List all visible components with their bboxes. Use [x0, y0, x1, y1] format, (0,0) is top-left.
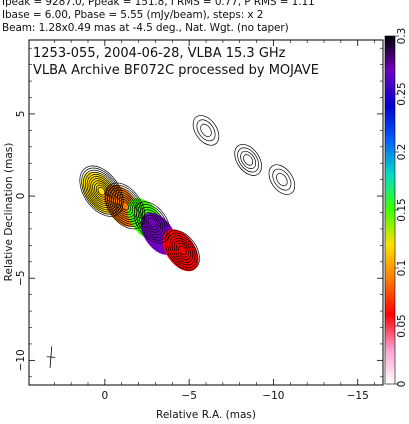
- beam-minor-axis: [46, 356, 56, 358]
- y-tick-label: 0: [15, 193, 27, 200]
- contour-line: [119, 199, 132, 213]
- contour-line: [113, 192, 138, 220]
- contour-line: [192, 115, 220, 146]
- contour-line: [117, 196, 134, 216]
- contour-line: [240, 150, 257, 169]
- colorbar: [384, 35, 396, 385]
- contour-line: [171, 237, 194, 263]
- contour-line: [108, 187, 142, 225]
- header-line-1: Ipeak = 9287.0, Ppeak = 151.8, I RMS = 0…: [2, 0, 315, 8]
- colorbar-tick-label: 0.15: [396, 198, 408, 221]
- colorbar-ticks: 0 0.05 0.1 0.15 0.2 0.25 0.3: [395, 28, 408, 388]
- contour-line: [243, 154, 254, 166]
- contour-line: [272, 168, 292, 191]
- chart-title-line-1: 1253-055, 2004-06-28, VLBA 15.3 GHz: [33, 46, 286, 61]
- contour-line: [276, 173, 288, 187]
- contour-line: [81, 167, 122, 215]
- contour-line: [164, 230, 200, 271]
- contour-line: [169, 235, 196, 266]
- contour-line: [268, 164, 296, 195]
- axes: 0 −5 −10 −15 5 0 −5 −10: [15, 40, 383, 402]
- colorbar-tick-label: 0: [396, 381, 408, 388]
- header-line-3: Beam: 1.28x0.49 mas at -4.5 deg., Nat. W…: [2, 22, 289, 34]
- contour-line: [138, 206, 166, 238]
- y-axis-label: Relative Declination (mas): [3, 143, 15, 282]
- x-tick-label: −15: [347, 390, 369, 402]
- contour-line: [97, 186, 106, 196]
- y-tick-label: −10: [15, 349, 27, 371]
- colorbar-tick-label: 0.25: [396, 82, 408, 105]
- colorbar-tick-label: 0.2: [396, 144, 408, 161]
- contour-line: [200, 123, 212, 137]
- contour-line: [234, 144, 262, 176]
- x-tick-label: −5: [181, 390, 196, 402]
- contour-line: [237, 147, 259, 173]
- beam-ellipse: [46, 346, 56, 368]
- contour-line: [94, 182, 109, 200]
- contour-line: [140, 209, 164, 236]
- x-tick-label: 0: [102, 390, 109, 402]
- colorbar-tick-label: 0.1: [396, 260, 408, 277]
- contour-line: [178, 245, 187, 256]
- contour-line: [173, 240, 192, 261]
- contour-line: [136, 204, 168, 241]
- contour-line: [115, 194, 136, 218]
- header-line-2: Ibase = 6.00, Pbase = 5.55 (mJy/beam), s…: [2, 9, 264, 21]
- contour-line: [106, 184, 144, 227]
- contour-line: [145, 214, 159, 230]
- colorbar-tick-label: 0.3: [396, 28, 408, 45]
- colorbar-tick-label: 0.05: [396, 314, 408, 337]
- contour-line: [92, 180, 111, 202]
- contour-line: [147, 217, 157, 228]
- contour-line: [167, 232, 198, 268]
- y-tick-label: 5: [15, 111, 27, 118]
- contour-line: [196, 119, 216, 142]
- contour-line: [143, 212, 161, 233]
- contour-line: [175, 242, 189, 258]
- plot-frame: [28, 39, 384, 386]
- contour-layer: [79, 115, 296, 271]
- x-tick-label: −10: [262, 390, 284, 402]
- x-axis-label: Relative R.A. (mas): [156, 409, 256, 421]
- chart-title-line-2: VLBA Archive BF072C processed by MOJAVE: [33, 63, 319, 78]
- y-tick-label: −5: [15, 270, 27, 285]
- contour-line: [121, 201, 130, 211]
